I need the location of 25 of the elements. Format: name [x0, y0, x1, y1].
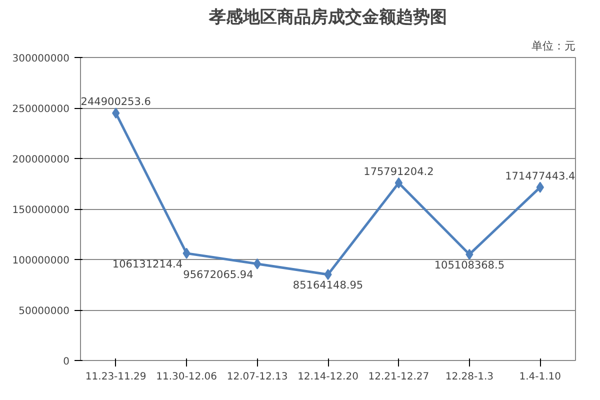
data-label: 171477443.4: [505, 170, 576, 182]
data-label: 85164148.95: [292, 279, 364, 292]
text: 单位：元: [532, 40, 576, 52]
x-tick-label: 12.07-12.13: [226, 372, 288, 382]
data-label: 106131214.4: [112, 258, 183, 270]
chart-title: 孝感地区商品房成交金额趋势图: [208, 8, 447, 28]
data-label: 175791204.2: [364, 166, 434, 178]
x-tick-label: 12.28-1.3: [445, 372, 494, 382]
data-label: 105108368.5: [434, 259, 505, 272]
y-tick-label: 200000000: [12, 154, 70, 166]
y-tick-label: 250000000: [12, 104, 70, 115]
x-tick-label: 11.30-12.06: [156, 372, 218, 382]
y-tick-label: 100000000: [12, 256, 70, 266]
data-label: 244900253.6: [80, 96, 152, 108]
y-tick-label: 150000000: [12, 205, 70, 216]
x-tick-label: 12.14-12.20: [298, 372, 358, 382]
x-tick-label: 12.21-12.27: [368, 372, 430, 382]
x-tick-label: 1.4-1.10: [519, 372, 562, 382]
y-tick-label: 300000000: [12, 54, 70, 64]
point: [253, 258, 262, 270]
x-tick-label: 11.23-11.29: [85, 372, 146, 382]
point: [394, 177, 403, 188]
data-label: 95672065.94: [183, 268, 254, 281]
y-tick-label: 0: [63, 356, 70, 368]
y-tick-label: 50000000: [18, 306, 70, 317]
